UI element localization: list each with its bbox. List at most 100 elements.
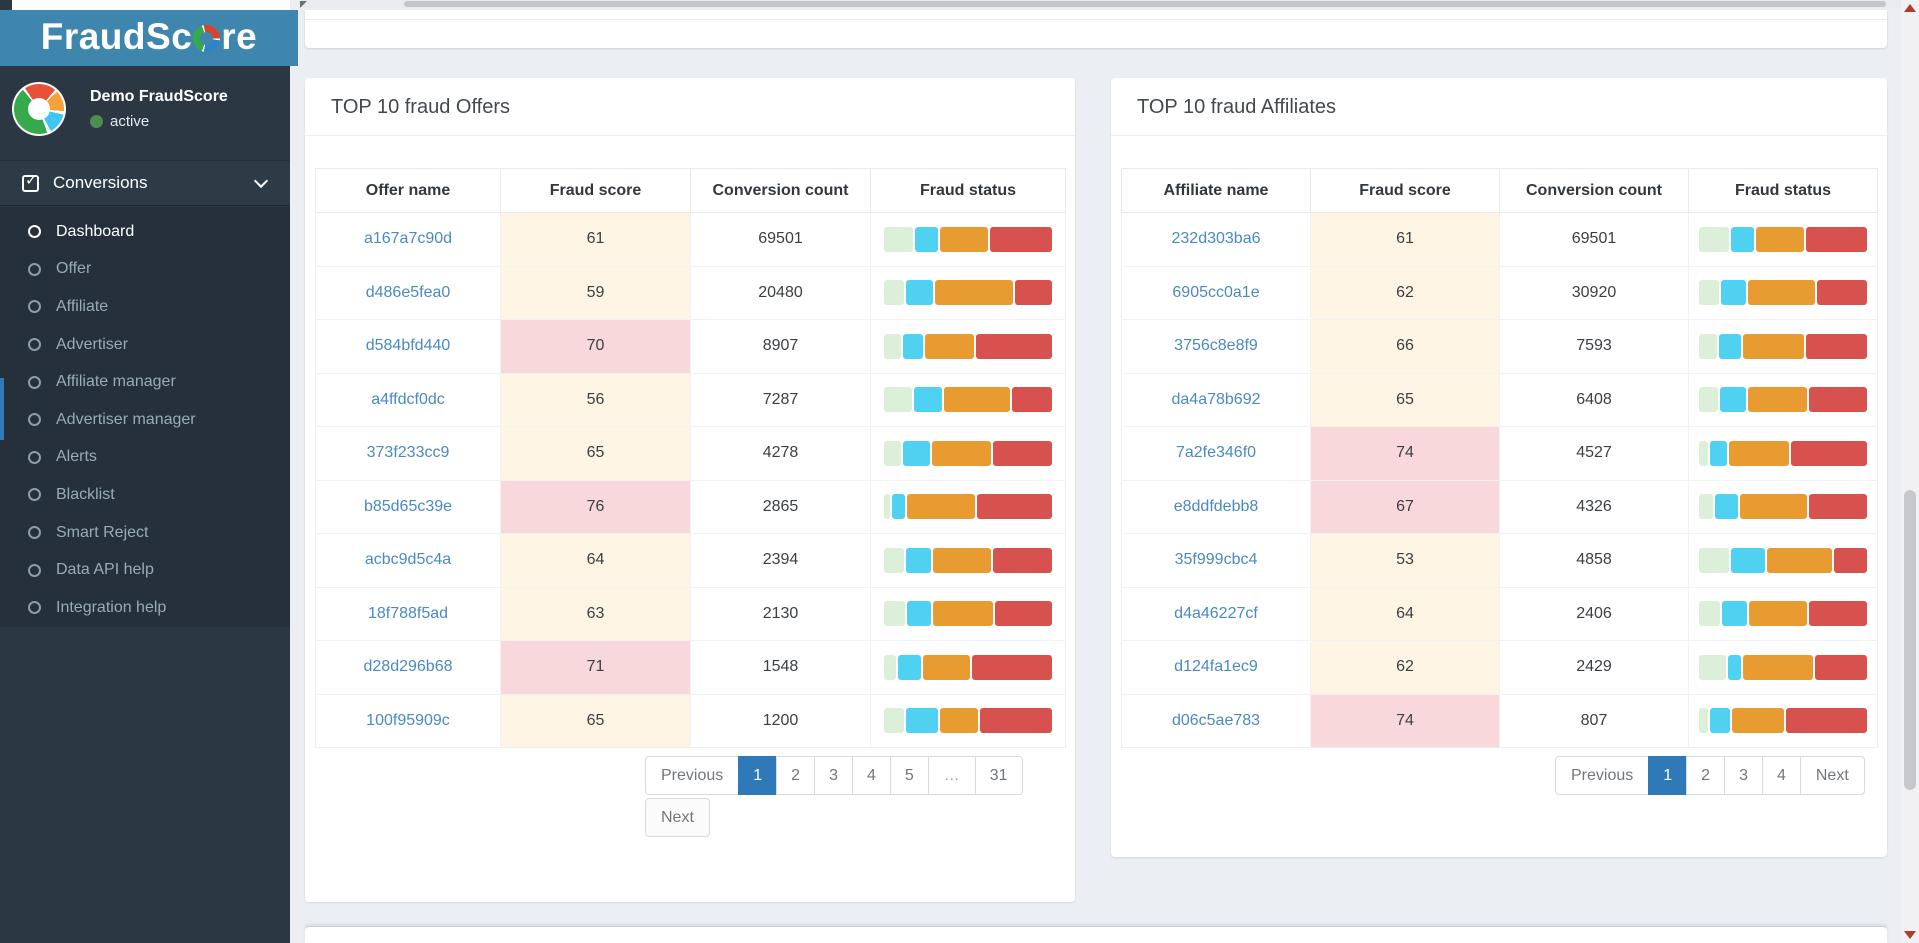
- bar-segment-ok: [884, 387, 913, 413]
- panel-title: TOP 10 fraud Affiliates: [1111, 78, 1887, 136]
- brand-logo[interactable]: FraudSc re: [0, 10, 298, 66]
- vertical-scrollbar-thumb[interactable]: [1904, 490, 1916, 790]
- offer-link[interactable]: a167a7c90d: [363, 230, 453, 248]
- bar-segment-low-risk: [906, 547, 932, 573]
- affiliate-link[interactable]: d4a46227cf: [1174, 604, 1258, 622]
- sidebar-item-smart-reject[interactable]: Smart Reject: [0, 514, 290, 552]
- bar-segment-ok: [1699, 226, 1730, 252]
- table-row: 3756c8e8f9 66 7593: [1121, 319, 1878, 373]
- sidebar-item-label: Affiliate: [56, 297, 109, 315]
- affiliate-link[interactable]: e8ddfdebb8: [1173, 497, 1259, 515]
- vertical-scrollbar[interactable]: [1901, 0, 1919, 943]
- offer-link[interactable]: 18f788f5ad: [367, 604, 449, 622]
- affiliate-link[interactable]: 35f999cbc4: [1174, 551, 1258, 569]
- scrollbar-corner: [0, 0, 12, 10]
- fraud-status-bar: [884, 601, 1052, 627]
- bar-segment-ok: [1699, 387, 1719, 413]
- fraud-status-cell: [1688, 640, 1878, 694]
- offers-pagination: Previous 1 2 3 4 5… 31 Next: [645, 756, 1023, 837]
- horizontal-scrollbar-thumb[interactable]: [404, 1, 1886, 7]
- page-button-3[interactable]: 3: [814, 756, 853, 795]
- offer-link[interactable]: d28d296b68: [363, 658, 453, 676]
- sidebar-item-integration-help[interactable]: Integration help: [0, 589, 290, 627]
- table-row: 373f233cc9 65 4278: [315, 426, 1066, 480]
- sidebar-item-dashboard[interactable]: Dashboard: [0, 213, 290, 251]
- affiliate-link[interactable]: d124fa1ec9: [1174, 658, 1258, 676]
- table-row: 100f95909c 65 1200: [315, 693, 1066, 748]
- affiliate-link[interactable]: 7a2fe346f0: [1175, 444, 1257, 462]
- affiliate-link[interactable]: 232d303ba6: [1171, 230, 1261, 248]
- page-button-4[interactable]: 4: [1761, 756, 1801, 795]
- page-button-ellipsis: …: [927, 756, 976, 795]
- bar-segment-high-risk: [1808, 387, 1867, 413]
- page-button-5[interactable]: 5: [889, 756, 929, 795]
- page-button-previous[interactable]: Previous: [1555, 756, 1650, 795]
- fraud-status-cell: [1688, 426, 1878, 480]
- sidebar-item-advertiser[interactable]: Advertiser: [0, 326, 290, 364]
- bar-segment-low-risk: [905, 280, 933, 306]
- page-button-1[interactable]: 1: [738, 756, 778, 795]
- offer-link[interactable]: 100f95909c: [366, 711, 450, 729]
- sidebar-section-conversions[interactable]: Conversions: [0, 160, 290, 206]
- sidebar-item-label: Advertiser manager: [56, 410, 196, 428]
- fraud-status-bar: [884, 226, 1053, 252]
- page-button-next[interactable]: Next: [1799, 756, 1865, 795]
- affiliate-link[interactable]: d06c5ae783: [1171, 711, 1261, 729]
- fraud-status-cell: [870, 265, 1066, 320]
- bar-segment-medium-risk: [940, 226, 989, 252]
- fraud-status-cell: [870, 586, 1066, 641]
- page-button-31[interactable]: 31: [974, 756, 1023, 795]
- offer-link[interactable]: b85d65c39e: [363, 497, 453, 515]
- sidebar-item-affiliate-manager[interactable]: Affiliate manager: [0, 363, 290, 401]
- horizontal-scrollbar[interactable]: [298, 0, 1901, 8]
- conversion-count-cell: 69501: [1499, 212, 1689, 266]
- scroll-up-arrow-icon[interactable]: [1904, 4, 1916, 12]
- bar-segment-high-risk: [977, 494, 1052, 520]
- fraud-status-cell: [870, 212, 1066, 266]
- sidebar-item-label: Offer: [56, 260, 92, 278]
- bar-segment-medium-risk: [931, 440, 992, 466]
- page-button-4[interactable]: 4: [851, 756, 891, 795]
- sidebar-item-offer[interactable]: Offer: [0, 251, 290, 289]
- sidebar-item-alerts[interactable]: Alerts: [0, 439, 290, 477]
- page-button-3[interactable]: 3: [1724, 756, 1763, 795]
- affiliate-link[interactable]: da4a78b692: [1171, 390, 1261, 408]
- bar-segment-high-risk: [994, 601, 1052, 627]
- affiliate-link[interactable]: 3756c8e8f9: [1174, 337, 1258, 355]
- bar-segment-medium-risk: [933, 601, 993, 627]
- fraud-status-cell: [870, 640, 1066, 694]
- offers-panel: TOP 10 fraud Offers Offer name Fraud scor…: [305, 78, 1075, 902]
- offer-link[interactable]: a4ffdcf0dc: [371, 390, 445, 408]
- offer-link[interactable]: d584bfd440: [365, 337, 451, 355]
- bar-segment-ok: [884, 280, 904, 306]
- bar-segment-high-risk: [971, 654, 1052, 680]
- fraud-score-cell: 62: [1310, 265, 1500, 320]
- page-button-next[interactable]: Next: [645, 798, 710, 837]
- sidebar-item-advertiser-manager[interactable]: Advertiser manager: [0, 401, 290, 439]
- sidebar-item-blacklist[interactable]: Blacklist: [0, 476, 290, 514]
- account-name: Demo FraudScore: [90, 88, 228, 105]
- table-header-row: Affiliate name Fraud score Conversion coun…: [1121, 168, 1878, 213]
- bar-segment-low-risk: [891, 494, 906, 520]
- sidebar-item-data-api-help[interactable]: Data API help: [0, 551, 290, 589]
- conversion-count-cell: 7287: [690, 372, 871, 427]
- affiliate-link[interactable]: 6905cc0a1e: [1172, 283, 1260, 301]
- page-button-previous[interactable]: Previous: [645, 756, 740, 795]
- offer-link[interactable]: 373f233cc9: [366, 444, 450, 462]
- fraud-score-cell: 61: [500, 212, 691, 266]
- bar-segment-high-risk: [1817, 280, 1868, 306]
- scroll-down-arrow-icon[interactable]: [1904, 931, 1916, 939]
- sidebar-item-affiliate[interactable]: Affiliate: [0, 288, 290, 326]
- conversion-count-cell: 30920: [1499, 265, 1689, 320]
- fraud-score-cell: 70: [500, 319, 691, 373]
- fraud-status-cell: [870, 693, 1066, 748]
- conversion-count-cell: 4278: [690, 426, 871, 480]
- offer-link[interactable]: d486e5fea0: [365, 283, 451, 301]
- bar-segment-medium-risk: [1756, 226, 1804, 252]
- page-button-1[interactable]: 1: [1648, 756, 1688, 795]
- bar-segment-medium-risk: [1747, 280, 1816, 306]
- offer-link[interactable]: acbc9d5c4a: [364, 551, 452, 569]
- fraud-score-cell: 65: [500, 693, 691, 748]
- page-button-2[interactable]: 2: [1686, 756, 1726, 795]
- page-button-2[interactable]: 2: [776, 756, 816, 795]
